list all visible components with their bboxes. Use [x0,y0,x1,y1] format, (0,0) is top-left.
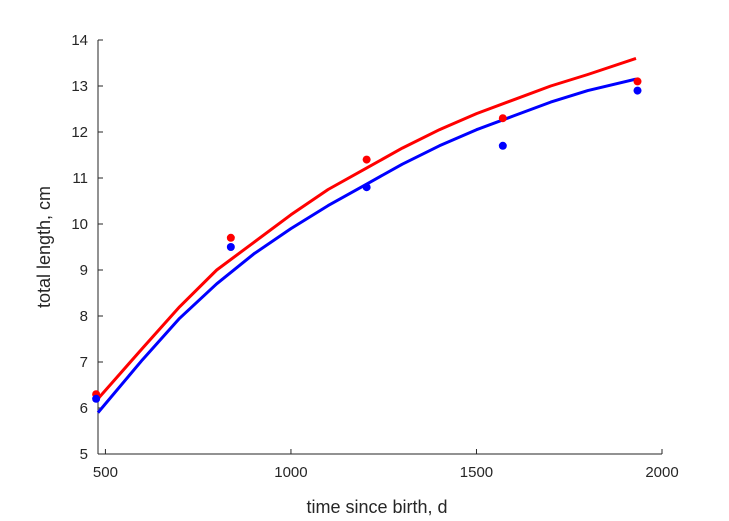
y-tick-label: 9 [80,262,88,279]
y-tick-label: 11 [72,170,88,187]
data-points [92,77,642,403]
fit-curve-1 [96,56,637,400]
x-axis-label: time since birth, d [306,497,447,517]
data-point-1 [226,233,235,242]
data-point-2 [92,394,101,403]
data-point-1 [362,155,371,164]
data-point-2 [362,183,371,192]
fit-curve-2 [96,77,637,414]
y-tick-label: 7 [80,354,88,371]
fit-curves [96,56,637,414]
x-tick-label: 1500 [460,464,493,481]
y-tick-label: 5 [80,446,88,463]
y-axis-label: total length, cm [34,186,54,308]
x-tick-label: 2000 [645,464,678,481]
data-point-2 [498,141,507,150]
data-point-1 [498,114,507,123]
y-tick-label: 12 [71,124,88,141]
y-tick-label: 6 [80,400,88,417]
axes: 500 1000 1500 2000 5 6 7 8 9 10 11 12 13 14 [71,32,678,481]
x-tick-label: 500 [93,464,118,481]
y-tick-label: 14 [71,32,88,49]
data-point-1 [633,77,642,86]
data-point-2 [226,243,235,251]
y-tick-label: 8 [80,308,88,325]
y-tick-label: 13 [71,78,88,95]
x-tick-label: 1000 [274,464,307,481]
data-point-2 [633,86,642,95]
y-tick-label: 10 [71,216,88,233]
